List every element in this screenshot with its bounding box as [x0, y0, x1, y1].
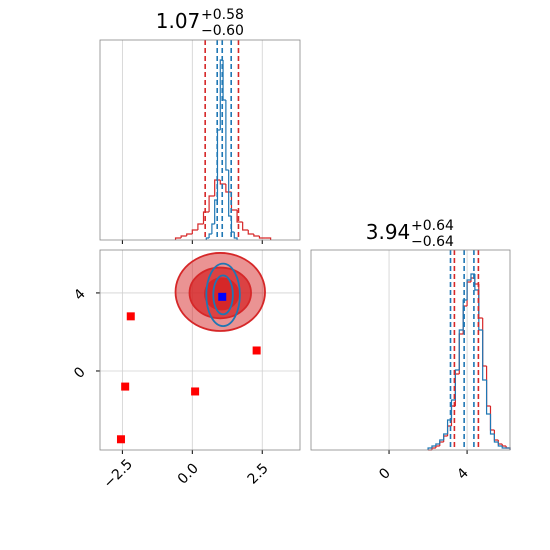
- panel: −2.5 0.0 2.5 0 4: [71, 249, 301, 492]
- title-value: 3.94: [366, 220, 411, 244]
- title-value: 1.07: [156, 9, 201, 33]
- point: [191, 387, 200, 396]
- title-upper: +0.64: [411, 218, 454, 234]
- histogram-step: [211, 223, 215, 234]
- histogram-step: [208, 233, 212, 238]
- histogram-step: [431, 445, 436, 448]
- panel-title: 1.07: [156, 9, 201, 33]
- histogram-step: [482, 330, 487, 381]
- point: [252, 346, 261, 355]
- title-upper: +0.58: [201, 7, 244, 23]
- histogram-step: [497, 442, 503, 447]
- panel-frame: [310, 249, 511, 451]
- histogram-step: [458, 329, 464, 370]
- title-lower: −0.64: [411, 234, 454, 250]
- histogram-step: [474, 274, 479, 291]
- point: [218, 292, 227, 301]
- point: [121, 382, 130, 391]
- histogram-step: [219, 180, 226, 185]
- histogram-step: [501, 446, 507, 449]
- histogram-step: [450, 399, 456, 420]
- histogram-step: [197, 223, 204, 230]
- y-tick-label: 0: [71, 364, 89, 382]
- histogram-step: [435, 445, 440, 448]
- contour: [212, 274, 234, 316]
- histogram-step: [443, 433, 448, 440]
- panel: 0 4 3.94 +0.64−0.64: [310, 218, 511, 483]
- histogram-step: [462, 299, 468, 330]
- x-tick-label: 2.5: [245, 460, 272, 487]
- histogram-step: [191, 229, 198, 234]
- histogram-step: [242, 222, 249, 231]
- histogram-step: [225, 100, 229, 171]
- histogram-step: [186, 233, 193, 236]
- histogram-step: [265, 237, 272, 240]
- histogram-step: [174, 237, 182, 240]
- histogram-step: [180, 235, 187, 238]
- histogram-step: [236, 210, 243, 223]
- histogram-step: [233, 232, 238, 240]
- histogram-step: [466, 279, 471, 300]
- title-lower: −0.60: [201, 23, 244, 39]
- histogram-step: [501, 444, 507, 447]
- panel: 1.07 +0.58−0.60: [99, 7, 301, 244]
- y-tick-label: 4: [71, 286, 89, 304]
- histogram-step: [214, 179, 221, 196]
- histogram-step: [253, 234, 260, 237]
- histogram-step: [439, 439, 444, 444]
- x-tick-label: −2.5: [101, 456, 136, 491]
- histogram-step: [247, 230, 254, 235]
- x-tick-label: 0: [376, 465, 394, 483]
- histogram-step: [205, 237, 210, 240]
- histogram-step: [202, 211, 210, 224]
- histogram-step: [208, 195, 215, 212]
- histogram-step: [222, 60, 226, 101]
- contour: [205, 262, 241, 327]
- x-tick-label: 0.0: [175, 460, 202, 487]
- point: [116, 435, 125, 444]
- panel-frame: [99, 249, 301, 451]
- histogram-step: [493, 434, 499, 443]
- point: [126, 312, 135, 321]
- panel-title: 3.94: [366, 220, 411, 244]
- histogram-step: [485, 380, 491, 415]
- x-tick-label: 4: [454, 465, 472, 483]
- histogram-step: [454, 369, 460, 400]
- histogram-step: [489, 414, 495, 435]
- histogram-step: [230, 192, 238, 211]
- histogram-step: [435, 443, 440, 446]
- histogram-step: [225, 184, 232, 193]
- histogram-step: [427, 447, 432, 450]
- histogram-step: [258, 236, 266, 239]
- panel-frame: [99, 39, 301, 241]
